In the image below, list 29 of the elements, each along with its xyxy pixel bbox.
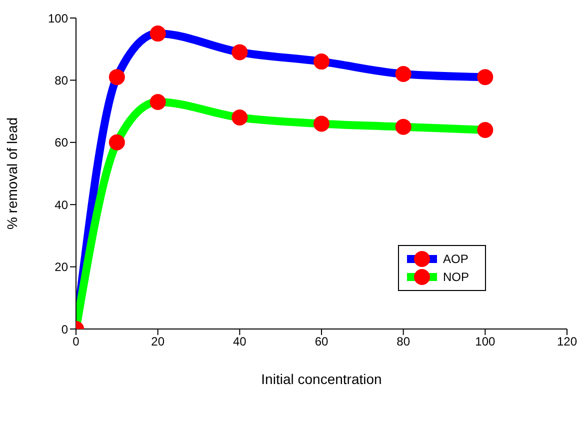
point — [314, 54, 330, 70]
x-tick-label: 120 — [556, 334, 577, 349]
y-tick-label: 80 — [54, 73, 68, 88]
x-tick-label: 20 — [151, 334, 165, 349]
y-tick-label: 40 — [54, 198, 68, 212]
point — [477, 69, 494, 86]
x-axis-title: Initial concentration — [261, 371, 382, 387]
point — [232, 44, 248, 60]
y-tick-label: 100 — [48, 11, 68, 26]
legend-label: AOP — [443, 252, 468, 266]
y-axis-title: % removal of lead — [4, 117, 20, 230]
legend-label: NOP — [443, 270, 470, 284]
x-tick-label: 60 — [314, 334, 328, 349]
y-tick-label: 20 — [54, 260, 68, 274]
point — [232, 110, 248, 126]
point — [150, 26, 166, 42]
x-tick-label: 0 — [72, 334, 80, 349]
point — [108, 69, 125, 86]
x-tick-label: 40 — [232, 334, 247, 349]
point — [395, 118, 412, 135]
x-tick-label: 100 — [475, 334, 496, 349]
y-tick-label: 0 — [61, 322, 68, 336]
y-tick-label: 60 — [54, 136, 68, 150]
point — [477, 122, 494, 138]
point — [395, 66, 412, 82]
point — [150, 94, 166, 110]
x-tick-label: 80 — [396, 334, 410, 349]
point — [314, 116, 330, 132]
point — [108, 134, 125, 150]
